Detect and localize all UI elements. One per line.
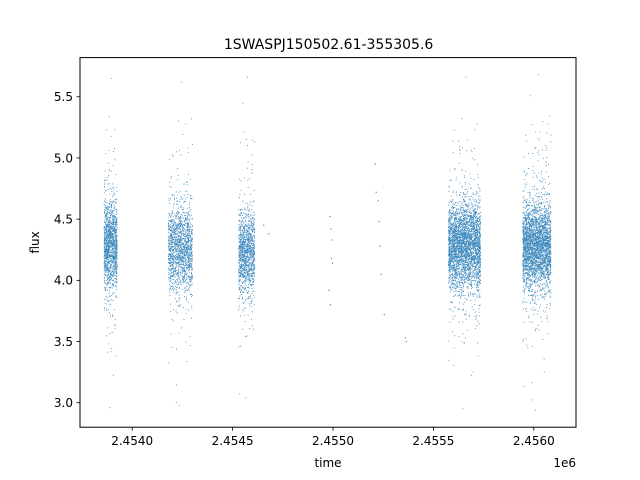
data-points [103, 74, 552, 411]
observing-season-points [522, 74, 552, 411]
y-tick-label: 3.0 [54, 396, 73, 410]
y-tick-label: 5.5 [54, 90, 73, 104]
sparse-data-point [404, 337, 406, 339]
sparse-data-point [268, 233, 270, 235]
sparse-data-point [383, 314, 385, 316]
observing-season-points [448, 76, 482, 410]
x-tick-label: 2.4555 [412, 434, 454, 448]
x-axis-offset-label: 1e6 [553, 456, 576, 470]
sparse-data-point [330, 257, 333, 259]
y-tick-label: 5.0 [54, 151, 73, 165]
sparse-data-point [331, 262, 334, 264]
sparse-data-point [380, 273, 382, 275]
observing-season-points [238, 76, 256, 399]
sparse-data-point [331, 239, 333, 241]
chart-title: 1SWASPJ150502.61-355305.6 [224, 37, 434, 53]
sparse-data-point [329, 304, 332, 306]
sparse-data-point [328, 289, 330, 291]
y-tick-label: 3.5 [54, 335, 73, 349]
y-tick-label: 4.5 [54, 212, 73, 226]
sparse-data-point [379, 245, 381, 247]
observing-season-points [103, 77, 118, 409]
sparse-data-point [330, 228, 332, 230]
y-axis: 3.0 3.5 4.0 4.5 5.0 5.5 [54, 90, 80, 410]
x-tick-label: 2.4545 [212, 434, 254, 448]
sparse-data-point [374, 163, 376, 165]
y-tick-label: 4.0 [54, 274, 73, 288]
x-axis: 2.4540 2.4545 2.4550 2.4555 2.4560 [111, 427, 555, 448]
sparse-data-point [377, 200, 379, 202]
x-tick-label: 2.4540 [111, 434, 153, 448]
x-axis-title: time [314, 456, 341, 470]
sparse-data-point [378, 220, 380, 223]
observing-season-points [167, 81, 193, 406]
x-tick-label: 2.4550 [312, 434, 354, 448]
y-axis-title: flux [28, 231, 42, 253]
sparse-data-point [375, 191, 377, 193]
plot-frame [79, 57, 577, 428]
sparse-data-point [329, 216, 331, 218]
sparse-data-point [405, 340, 407, 343]
x-tick-label: 2.4560 [513, 434, 555, 448]
sparse-data-point [263, 224, 265, 226]
